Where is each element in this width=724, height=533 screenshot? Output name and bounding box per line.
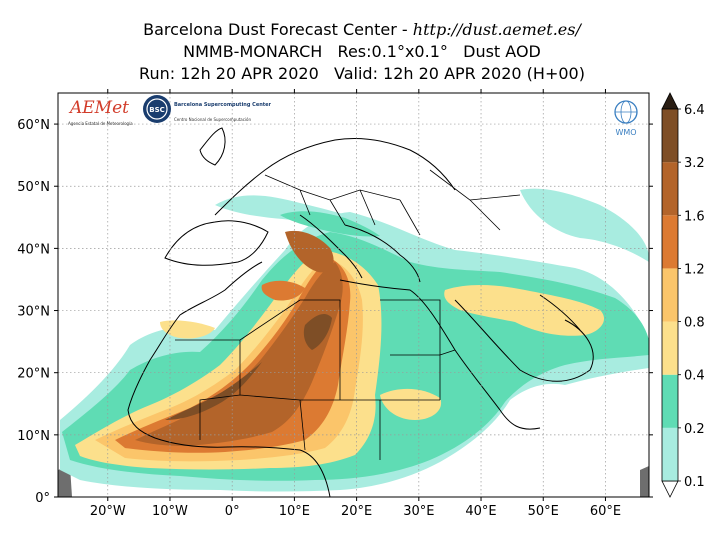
bsc-logo-name: Barcelona Supercomputing Center — [174, 102, 272, 108]
title-prefix: Barcelona Dust Forecast Center - — [143, 20, 413, 39]
x-tick-label: 20°W — [90, 504, 126, 519]
colorbar-tick-label: 0.8 — [684, 316, 705, 331]
colorbar-segment — [662, 374, 678, 428]
bsc-logo: BSC Barcelona Supercomputing Center Cent… — [143, 95, 272, 123]
aemet-logo-text: AEMet — [68, 98, 129, 118]
colorbar-segment — [662, 321, 678, 375]
aod-level-0-4-mauritania — [160, 320, 215, 339]
italy-coastline — [299, 214, 363, 279]
grid-lines — [58, 93, 649, 497]
title-url: http://dust.aemet.es/ — [412, 20, 581, 39]
map-subtitle-run: Run: 12h 20 APR 2020 Valid: 12h 20 APR 2… — [139, 64, 585, 83]
wmo-globe-emblem-icon: WMO — [614, 100, 638, 137]
colorbar-tick-label: 0.2 — [684, 422, 705, 437]
colorbar-tick-label: 0.1 — [684, 475, 705, 490]
y-tick-label: 60°N — [17, 118, 50, 133]
aod-level-1-6-libya — [285, 230, 334, 273]
country-borders — [175, 299, 456, 460]
arabia-coastline — [454, 299, 594, 382]
aod-level-0-4-sahel — [380, 388, 442, 420]
x-tick-label: 0° — [225, 504, 240, 519]
aod-level-3-2-tchad — [303, 314, 332, 350]
x-tick-label: 40°E — [465, 504, 496, 519]
colorbar-tick-label: 0.4 — [684, 369, 705, 384]
colorbar-frame — [661, 108, 679, 482]
no-data-region-east — [640, 466, 649, 497]
persian-gulf — [539, 294, 581, 331]
y-tick-label: 50°N — [17, 180, 50, 195]
x-tick-label: 10°E — [279, 504, 310, 519]
aemet-logo: AEMet Agencia Estatal de Meteorología — [68, 98, 133, 126]
y-tick-label: 20°N — [17, 367, 50, 382]
x-axis: 20°W 10°W 0° 10°E 20°E 30°E 40°E 50°E 60°E — [90, 89, 621, 519]
colorbar-extend-min — [661, 480, 679, 498]
map-title: Barcelona Dust Forecast Center - http://… — [0, 20, 724, 40]
bsc-logo-text: BSC — [149, 106, 165, 114]
colorbar-tick-label: 1.6 — [684, 209, 705, 224]
aod-level-0-2-north — [280, 211, 380, 237]
x-tick-label: 10°W — [152, 504, 188, 519]
colorbar-segment — [662, 427, 678, 481]
europe-coastline — [214, 137, 456, 216]
x-tick-label: 50°E — [528, 504, 559, 519]
dust-field — [58, 188, 649, 497]
colorbar: 0.1 0.2 0.4 0.8 1.2 1.6 3.2 6.4 — [661, 92, 705, 498]
y-tick-label: 40°N — [17, 242, 50, 257]
aod-level-0-1-east — [520, 188, 649, 262]
x-tick-label: 30°E — [403, 504, 434, 519]
europe-borders — [264, 169, 521, 236]
colorbar-segment — [662, 109, 678, 163]
uk-coastline — [199, 127, 226, 166]
wmo-logo-text: WMO — [615, 128, 636, 137]
coastlines — [127, 127, 594, 497]
colorbar-extend-max — [661, 92, 679, 110]
x-tick-label: 20°E — [341, 504, 372, 519]
aemet-logo-subtitle: Agencia Estatal de Meteorología — [68, 121, 133, 126]
y-tick-label: 30°N — [17, 305, 50, 320]
y-axis: 0° 10°N 20°N 30°N 40°N 50°N 60°N — [17, 118, 653, 506]
bsc-logo-subtitle: Centro Nacional de Supercomputación — [174, 117, 252, 122]
x-tick-label: 60°E — [590, 504, 621, 519]
colorbar-segment — [662, 215, 678, 269]
africa-coastline — [127, 261, 331, 497]
y-tick-label: 10°N — [17, 429, 50, 444]
colorbar-tick-label: 1.2 — [684, 262, 705, 277]
colorbar-tick-label: 3.2 — [684, 156, 705, 171]
map-frame — [57, 92, 650, 498]
aod-level-0-4-arabia — [444, 285, 605, 336]
colorbar-segment — [662, 162, 678, 216]
colorbar-segment — [662, 268, 678, 322]
iberia-coastline — [164, 220, 269, 266]
balkans-coastline — [344, 224, 421, 283]
colorbar-tick-label: 6.4 — [684, 103, 705, 118]
y-tick-label: 0° — [35, 491, 50, 506]
map-subtitle-model: NMMB-MONARCH Res:0.1°x0.1° Dust AOD — [183, 42, 541, 61]
aod-level-1-6 — [135, 262, 343, 446]
